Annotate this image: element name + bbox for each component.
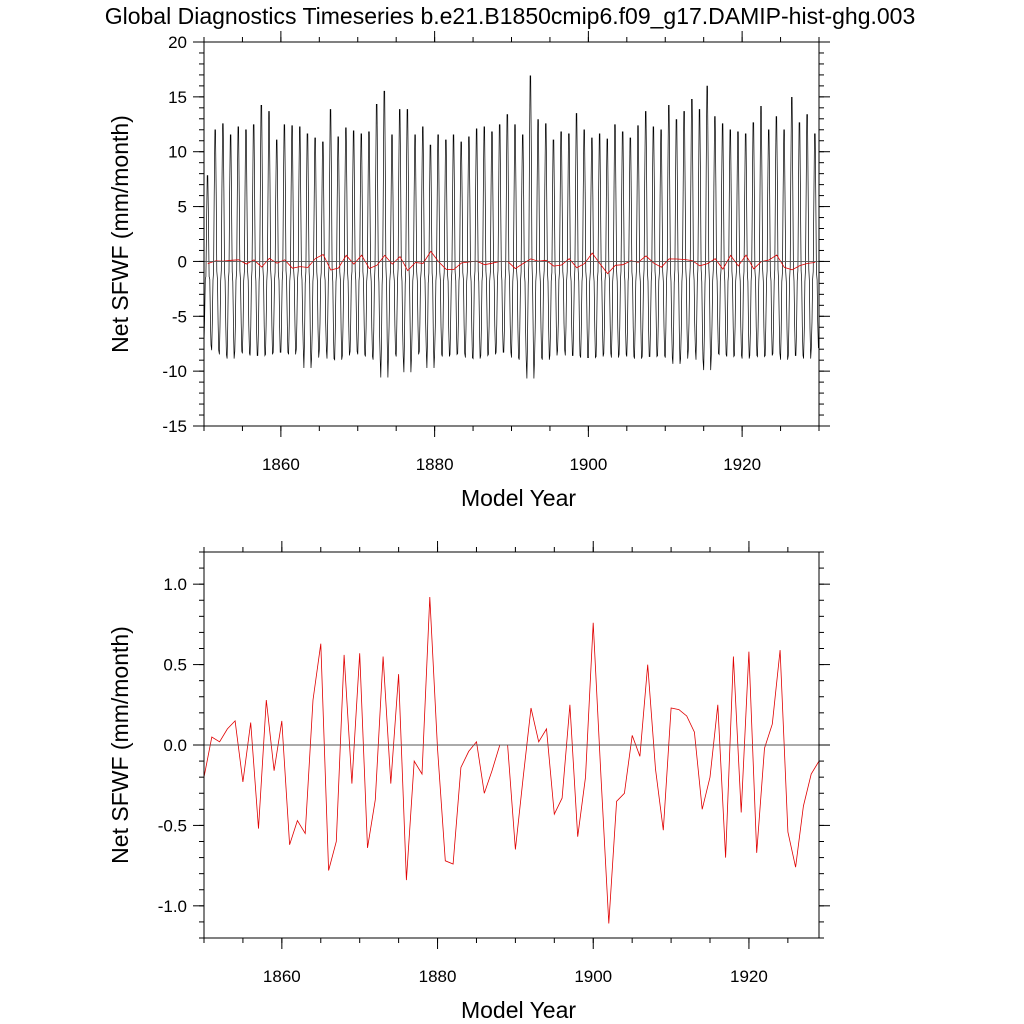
bottom-y-tick-label: 0.0: [163, 736, 187, 755]
bottom-x-tick-label: 1900: [574, 967, 612, 986]
top-y-tick-label: 5: [178, 198, 187, 217]
top-series-line-0: [203, 75, 819, 379]
top-x-tick-label: 1920: [723, 455, 761, 474]
bottom-tick-labels: 1860 1880 1900 1920 -1.0 -0.5 0.0 0.5 1.0: [158, 575, 768, 986]
bottom-x-tick-label: 1860: [263, 967, 301, 986]
top-y-tick-label: -15: [162, 417, 187, 436]
bottom-x-tick-label: 1880: [419, 967, 457, 986]
top-y-tick-label: 10: [168, 143, 187, 162]
top-series-line-1: [207, 250, 816, 275]
top-tick-labels: 1860 1880 1900 1920 -15 -10 -5 0 5 10 15 20: [162, 33, 761, 474]
bottom-y-tick-label: 0.5: [163, 656, 187, 675]
top-x-axis-label: Model Year: [461, 485, 576, 511]
top-panel: 1860 1880 1900 1920 -15 -10 -5 0 5 10 15 20 Model Y…: [107, 31, 830, 511]
top-x-tick-label: 1860: [262, 455, 300, 474]
top-axis-ticks: [193, 31, 830, 437]
bottom-x-tick-label: 1920: [730, 967, 768, 986]
bottom-y-tick-label: -0.5: [158, 816, 187, 835]
bottom-y-tick-label: -1.0: [158, 897, 187, 916]
top-y-tick-label: -5: [172, 307, 187, 326]
bottom-series-line-0: [203, 596, 820, 924]
top-series-layer: [203, 75, 819, 379]
bottom-series-layer: [203, 596, 820, 924]
top-y-tick-label: 20: [168, 33, 187, 52]
bottom-y-tick-label: 1.0: [163, 575, 187, 594]
top-x-tick-label: 1880: [416, 455, 454, 474]
top-x-tick-label: 1900: [569, 455, 607, 474]
top-y-tick-label: 0: [178, 252, 187, 271]
top-y-axis-label: Net SFWF (mm/month): [107, 115, 133, 353]
figure-title: Global Diagnostics Timeseries b.e21.B185…: [105, 3, 916, 29]
bottom-y-axis-label: Net SFWF (mm/month): [107, 626, 133, 864]
top-y-tick-label: -10: [162, 362, 187, 381]
top-plot-frame: [203, 41, 820, 427]
bottom-x-axis-label: Model Year: [461, 997, 576, 1023]
bottom-axis-ticks: [193, 541, 830, 949]
bottom-panel: 1860 1880 1900 1920 -1.0 -0.5 0.0 0.5 1.0 Model …: [107, 541, 830, 1023]
top-y-tick-label: 15: [168, 88, 187, 107]
